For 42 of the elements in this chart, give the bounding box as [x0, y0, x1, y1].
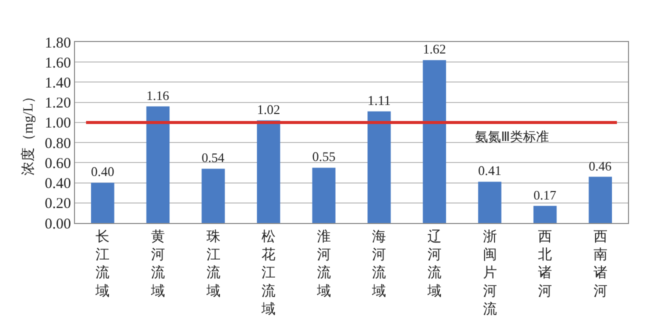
- text: 1.60: [44, 55, 71, 72]
- text: 1.80: [44, 35, 71, 52]
- text: 1.00: [44, 116, 71, 132]
- data-label: 1.02: [256, 102, 280, 117]
- bar: [202, 168, 225, 223]
- x-tick-label: 浙闽片河流: [482, 228, 497, 318]
- bar: [312, 168, 336, 223]
- data-label: 1.62: [422, 42, 446, 57]
- text: 0.40: [44, 176, 71, 192]
- bar: [146, 106, 170, 223]
- text: 0.00: [44, 216, 71, 232]
- text: 0.60: [44, 156, 71, 172]
- data-label: 1.16: [146, 88, 170, 103]
- x-tick-label: 辽河流域: [426, 228, 442, 300]
- x-tick-label: 西南诸河: [593, 228, 608, 300]
- data-label: 0.40: [91, 164, 115, 180]
- bar: [533, 206, 557, 223]
- bar: [478, 182, 502, 223]
- x-tick-label: 松花江流域: [260, 228, 276, 318]
- bar: [422, 60, 446, 223]
- data-label: 0.55: [312, 149, 336, 164]
- data-label: 0.17: [533, 187, 557, 202]
- text: 0.80: [44, 136, 71, 152]
- ref-line-label: 氨氮Ⅲ类标准: [475, 130, 549, 145]
- y-axis-title: 浓度（mg/L）: [20, 89, 36, 176]
- data-label: 0.41: [478, 163, 502, 178]
- x-tick-label: 珠江流域: [205, 228, 220, 300]
- data-label: 0.46: [588, 158, 612, 174]
- text: 1.40: [44, 75, 71, 92]
- bar: [91, 182, 114, 223]
- bar: [368, 111, 391, 223]
- text: 0.20: [44, 196, 71, 212]
- x-tick-label: 黄河流域: [150, 228, 165, 300]
- bar: [588, 176, 612, 223]
- text: 1.20: [44, 96, 71, 112]
- x-tick-label: 西北诸河: [538, 228, 552, 300]
- x-tick-label: 淮河流域: [316, 228, 331, 300]
- bar: [256, 120, 280, 223]
- data-label: 1.11: [368, 92, 391, 108]
- x-tick-label: 长江流域: [94, 228, 110, 300]
- data-label: 0.54: [202, 150, 225, 166]
- x-tick-label: 海河流域: [371, 228, 386, 300]
